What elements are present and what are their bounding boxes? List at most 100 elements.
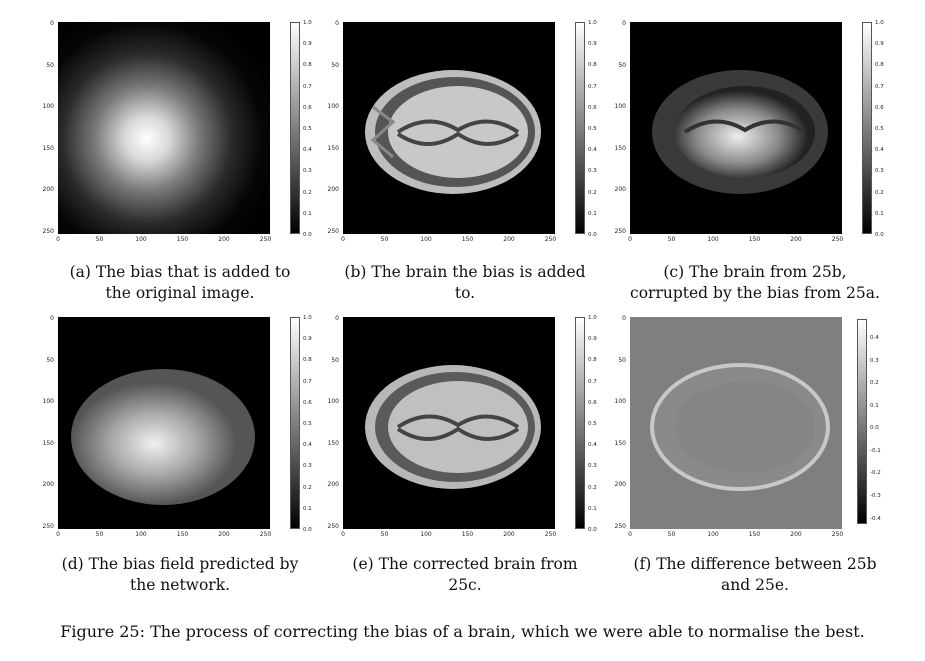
x-tick-label-c: 250 [831,236,844,243]
colorbar-tick-label-a: 0.5 [303,126,312,132]
x-tick-label-e: 150 [461,531,474,538]
x-tick-label-e: 50 [380,531,389,538]
x-tick-label-e: 200 [503,531,515,538]
y-tick-label-f: 50 [618,356,626,364]
colorbar-tick-label-c: 0.1 [875,210,884,217]
colorbar-tick-label-e: 0.6 [588,399,597,406]
colorbar-tick-label-d: 1.0 [303,315,312,321]
colorbar-f [857,319,867,524]
x-tick-label-a: 150 [176,236,189,243]
colorbar-tick-label-e: 0.3 [588,463,597,470]
x-tick-label-d: 0 [56,531,60,538]
colorbar-tick-label-d: 0.9 [303,336,312,343]
x-tick-label-f: 200 [790,531,802,538]
y-tick-label-e: 50 [331,356,339,364]
y-tick-label-d: 150 [42,439,54,447]
y-tick-label-e: 100 [327,398,339,405]
colorbar-b [575,22,585,234]
colorbar-tick-label-a: 0.8 [303,62,312,69]
caption-c: (c) The brain from 25b, corrupted by the… [630,263,880,302]
colorbar-tick-label-a: 0.0 [303,232,312,238]
colorbar-tick-label-c: 0.0 [875,232,884,238]
x-tick-label-c: 0 [628,236,632,243]
colorbar-tick-label-d: 0.2 [303,484,312,491]
colorbar-tick-label-a: 0.1 [303,210,312,217]
colorbar-tick-label-c: 0.5 [875,126,884,132]
colorbar-tick-label-e: 0.0 [588,527,597,533]
caption-a: (a) The bias that is added to the origin… [69,263,291,302]
colorbar-tick-label-b: 1.0 [588,20,597,26]
colorbar-tick-label-a: 0.7 [303,83,312,90]
x-tick-label-a: 50 [95,236,104,243]
colorbar-tick-label-e: 0.5 [588,421,597,427]
y-tick-label-a: 250 [42,227,54,235]
y-tick-label-b: 200 [327,186,339,193]
x-tick-label-b: 100 [420,236,432,243]
brain-slice-graphic [365,70,541,194]
colorbar-tick-label-f: -0.1 [870,447,881,454]
colorbar-tick-label-c: 0.2 [875,189,884,196]
bias-image [58,22,270,234]
x-tick-label-a: 0 [56,236,60,243]
caption-f: (f) The difference between 25b and 25e. [633,555,877,594]
y-tick-label-a: 150 [42,144,54,152]
colorbar-c [862,22,872,234]
y-tick-label-b: 50 [331,61,339,69]
y-tick-label-f: 250 [614,522,626,530]
x-tick-label-b: 250 [544,236,557,243]
colorbar-tick-label-e: 0.4 [588,442,597,449]
corrupted-brain-graphic [652,70,828,194]
y-tick-label-e: 200 [327,481,339,488]
colorbar-tick-label-e: 0.9 [588,336,597,343]
x-tick-label-c: 200 [790,236,802,243]
colorbar-tick-label-e: 0.7 [588,378,597,385]
y-tick-label-f: 0 [622,315,626,322]
x-tick-label-b: 50 [380,236,389,243]
colorbar-tick-label-c: 0.6 [875,104,884,111]
predicted-bias-image [58,317,270,529]
x-tick-label-c: 150 [748,236,761,243]
y-tick-label-d: 250 [42,522,54,530]
colorbar-tick-label-c: 0.9 [875,41,884,48]
colorbar-tick-label-a: 1.0 [303,20,312,26]
x-tick-label-d: 250 [259,531,272,538]
x-tick-label-c: 50 [667,236,676,243]
x-tick-label-f: 50 [667,531,676,538]
colorbar-tick-label-f: -0.3 [870,492,881,499]
x-tick-label-b: 150 [461,236,474,243]
colorbar-e [575,317,585,529]
y-tick-label-e: 0 [335,315,339,322]
caption-e: (e) The corrected brain from 25c. [352,555,578,594]
colorbar-tick-label-c: 0.4 [875,147,884,154]
y-tick-label-f: 100 [614,398,626,405]
colorbar-tick-label-d: 0.0 [303,527,312,533]
x-tick-label-a: 100 [135,236,147,243]
x-tick-label-d: 100 [135,531,147,538]
colorbar-tick-label-b: 0.4 [588,147,597,154]
y-tick-label-c: 50 [618,61,626,69]
y-tick-label-d: 0 [50,315,54,322]
colorbar-tick-label-b: 0.9 [588,41,597,48]
caption-d: (d) The bias field predicted by the netw… [61,555,299,594]
colorbar-tick-label-e: 1.0 [588,315,597,321]
colorbar-tick-label-d: 0.1 [303,505,312,512]
colorbar-tick-label-e: 0.8 [588,357,597,364]
colorbar-a [290,22,300,234]
colorbar-tick-label-f: 0.1 [870,402,879,409]
colorbar-tick-label-d: 0.4 [303,442,312,449]
x-tick-label-a: 200 [218,236,230,243]
colorbar-tick-label-c: 1.0 [875,20,884,26]
y-tick-label-d: 50 [46,356,54,364]
corrected-brain-image [343,317,555,529]
y-tick-label-a: 0 [50,20,54,27]
x-tick-label-e: 0 [341,531,345,538]
x-tick-label-e: 100 [420,531,432,538]
colorbar-tick-label-b: 0.5 [588,126,597,132]
colorbar-tick-label-c: 0.3 [875,168,884,175]
corrupted-brain-image [630,22,842,234]
y-tick-label-f: 200 [614,481,626,488]
colorbar-tick-label-a: 0.9 [303,41,312,48]
y-tick-label-b: 100 [327,103,339,110]
predicted-bias-graphic [71,369,255,505]
colorbar-tick-label-e: 0.1 [588,505,597,512]
